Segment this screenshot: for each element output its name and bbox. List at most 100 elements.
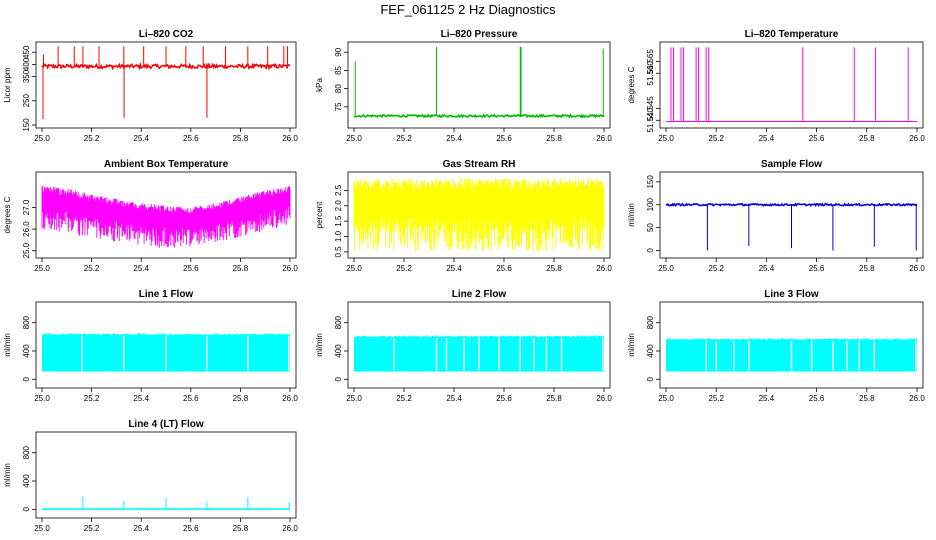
y-tick-label: 0 <box>646 248 655 253</box>
y-tick-label: 350 <box>22 69 31 83</box>
chart-line2: Line 2 Flow ml/min 25.0 25.2 25.4 25.6 25.8 26.… <box>315 289 612 403</box>
y-tick-label: 250 <box>22 94 31 108</box>
x-tick-label: 25.8 <box>233 524 249 533</box>
y-tick-label: 26.0 <box>22 221 31 237</box>
y-tick-label: 400 <box>22 344 31 358</box>
x-tick-label: 25.8 <box>546 264 562 273</box>
x-tick-label: 25.0 <box>34 134 50 143</box>
series-trace <box>353 113 605 119</box>
x-tick-label: 25.4 <box>133 394 149 403</box>
y-tick-label: 150 <box>646 175 655 189</box>
x-tick-label: 26.0 <box>909 134 925 143</box>
series-line <box>41 46 291 119</box>
plot-frame <box>347 41 611 129</box>
x-tick-label: 25.6 <box>496 264 512 273</box>
y-tick-label: 800 <box>334 315 343 329</box>
series-trace <box>353 178 605 252</box>
chart-title: Sample Flow <box>761 159 822 170</box>
chart-title: Line 1 Flow <box>139 289 194 300</box>
x-tick-label: 25.4 <box>759 394 775 403</box>
y-tick-label: 400 <box>22 57 31 71</box>
y-axis-label: ml/min <box>315 333 324 357</box>
plot-frame <box>347 171 611 259</box>
plot-frame <box>659 301 924 389</box>
x-tick-label: 25.6 <box>809 264 825 273</box>
x-tick-label: 25.8 <box>546 394 562 403</box>
series-line <box>41 496 291 511</box>
chart-line1: Line 1 Flow ml/min 25.0 25.2 25.4 25.6 25.8 26.… <box>3 289 298 403</box>
page-title: FEF_061125 2 Hz Diagnostics <box>380 2 556 17</box>
series-trace <box>41 185 291 248</box>
chart-title: Line 2 Flow <box>452 289 507 300</box>
y-tick-label: 0 <box>334 377 343 382</box>
y-tick-label: 100 <box>646 197 655 211</box>
x-tick-label: 25.6 <box>809 394 825 403</box>
y-tick-label: 0 <box>646 377 655 382</box>
chart-title: Li–820 Pressure <box>441 29 518 40</box>
chart-title: Line 4 (LT) Flow <box>128 419 204 430</box>
y-tick-label: 800 <box>646 315 655 329</box>
plot-frame <box>659 171 924 259</box>
x-tick-label: 25.4 <box>446 394 462 403</box>
x-tick-label: 25.2 <box>84 394 100 403</box>
plot-frame <box>35 301 297 389</box>
x-tick-label: 25.0 <box>658 394 674 403</box>
band-edge <box>665 337 917 342</box>
x-tick-label: 25.8 <box>859 264 875 273</box>
x-tick-label: 26.0 <box>596 134 612 143</box>
x-tick-label: 26.0 <box>282 394 298 403</box>
y-tick-label: 25.0 <box>22 242 31 258</box>
x-tick-label: 25.8 <box>233 134 249 143</box>
y-tick-label: 1.5 <box>334 215 343 227</box>
x-tick-label: 25.2 <box>396 264 412 273</box>
chart-title: Gas Stream RH <box>443 159 516 170</box>
chart-title: Line 3 Flow <box>764 289 819 300</box>
series-line <box>41 185 291 248</box>
y-tick-label: 0 <box>22 377 31 382</box>
x-tick-label: 25.6 <box>183 264 199 273</box>
x-tick-label: 25.4 <box>446 134 462 143</box>
x-tick-label: 25.6 <box>183 524 199 533</box>
plot-frame <box>347 301 611 389</box>
x-tick-label: 25.0 <box>346 264 362 273</box>
band-edge <box>353 335 605 339</box>
x-tick-label: 25.4 <box>133 264 149 273</box>
series-line <box>41 332 291 372</box>
y-tick-label: 0 <box>22 507 31 512</box>
y-axis-label: ml/min <box>627 333 636 357</box>
chart-title: Ambient Box Temperature <box>104 159 229 170</box>
y-tick-label: 800 <box>22 315 31 329</box>
plot-frame <box>35 41 297 129</box>
x-tick-label: 25.0 <box>346 394 362 403</box>
series-line <box>665 202 918 251</box>
band-edge <box>41 332 291 337</box>
chart-ambient: Ambient Box Temperature degrees C 25.0 25.2… <box>3 159 298 273</box>
x-tick-label: 25.8 <box>859 134 875 143</box>
chart-title: Li–820 CO2 <box>139 29 194 40</box>
x-tick-label: 25.2 <box>396 394 412 403</box>
y-tick-label: 0.5 <box>334 246 343 258</box>
y-axis-label: ml/min <box>3 463 12 487</box>
x-tick-label: 25.0 <box>34 394 50 403</box>
series-line <box>665 337 917 372</box>
x-tick-label: 25.2 <box>708 134 724 143</box>
x-tick-label: 26.0 <box>596 264 612 273</box>
y-tick-label: 800 <box>22 445 31 459</box>
x-tick-label: 25.6 <box>809 134 825 143</box>
y-tick-label: 400 <box>334 344 343 358</box>
y-tick-label: 150 <box>22 118 31 132</box>
y-axis-label: Licor ppm <box>3 67 12 102</box>
x-tick-label: 26.0 <box>282 264 298 273</box>
plot-frame <box>35 171 297 259</box>
x-tick-label: 25.8 <box>546 134 562 143</box>
y-tick-label: 450 <box>22 45 31 59</box>
chart-rh: Gas Stream RH percent 25.0 25.2 25.4 25.6 25.8… <box>315 159 612 273</box>
x-tick-label: 26.0 <box>282 524 298 533</box>
chart-line3: Line 3 Flow ml/min 25.0 25.2 25.4 25.6 25.8 26.… <box>627 289 925 403</box>
series-line <box>353 178 605 252</box>
x-tick-label: 25.4 <box>446 264 462 273</box>
x-tick-label: 26.0 <box>909 394 925 403</box>
y-axis-label: kPa <box>315 78 324 92</box>
x-tick-label: 25.4 <box>759 264 775 273</box>
x-tick-label: 26.0 <box>909 264 925 273</box>
